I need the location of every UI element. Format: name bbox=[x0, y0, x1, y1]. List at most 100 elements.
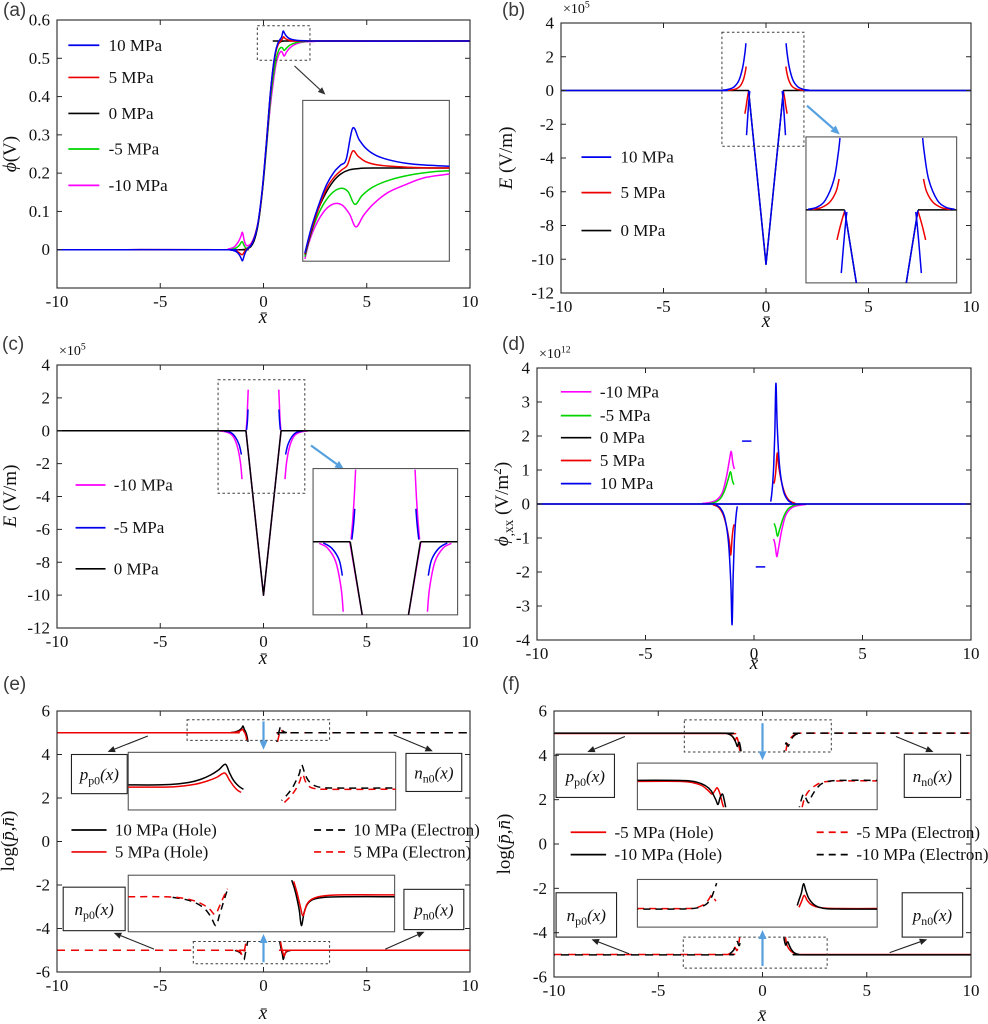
series-group bbox=[554, 732, 971, 956]
series-5-mpa-electron bbox=[128, 888, 229, 916]
x-tick-label: 5 bbox=[858, 644, 867, 663]
y-tick-label: 2 bbox=[539, 790, 548, 809]
x-tick-label: 5 bbox=[363, 632, 372, 651]
legend-label: 5 MPa (Hole) bbox=[115, 842, 208, 861]
x-tick-label: 5 bbox=[864, 297, 873, 316]
series-10-mpa bbox=[785, 43, 971, 92]
annotation-box-label: pn0(x) bbox=[912, 906, 953, 928]
legend-label: -10 MPa bbox=[600, 382, 659, 401]
series-group bbox=[57, 389, 470, 596]
series-10-mpa bbox=[921, 137, 955, 210]
legend: -10 MPa -5 MPa 0 MPa 5 MPa 10 MPa bbox=[560, 382, 659, 493]
y-tick-label: -1 bbox=[516, 529, 530, 548]
annotation-arrowhead bbox=[416, 931, 425, 938]
series--5-mpa bbox=[427, 542, 448, 576]
y-tick-label: 2 bbox=[42, 388, 51, 407]
annotation-arrowhead bbox=[830, 125, 840, 135]
y-tick-label: -10 bbox=[531, 250, 554, 269]
legend-label: 10 MPa bbox=[620, 148, 674, 167]
legend-label: 5 MPa bbox=[600, 451, 645, 470]
y-axis-label: E (V/m) bbox=[496, 127, 517, 191]
legend-label: -5 MPa bbox=[600, 406, 651, 425]
axis-multiplier: ×105 bbox=[59, 342, 86, 359]
y-tick-label: 6 bbox=[42, 702, 51, 721]
annotation-arrow bbox=[385, 934, 418, 950]
y-tick-label: 0.2 bbox=[29, 164, 50, 183]
y-tick-label: 6 bbox=[539, 702, 548, 721]
annotation-arrowhead bbox=[919, 938, 928, 945]
series--5-mpa bbox=[245, 409, 249, 431]
inset-axes bbox=[302, 99, 450, 262]
x-tick-label: -10 bbox=[550, 297, 573, 316]
series-10-mpa-electron bbox=[281, 764, 396, 802]
annotation-arrow bbox=[294, 65, 321, 90]
series--5-mpa-hole-l bbox=[554, 732, 741, 752]
x-tick-label: 10 bbox=[963, 297, 980, 316]
legend-label: 10 MPa (Hole) bbox=[115, 820, 217, 839]
annotation-box bbox=[70, 753, 128, 795]
y-axis-label: log(p̄,n̄) bbox=[494, 814, 515, 875]
annotation-arrow bbox=[806, 104, 834, 130]
series-10-mpa bbox=[807, 137, 841, 210]
series--10-mpa-hole bbox=[796, 883, 878, 910]
legend-label: 5 MPa bbox=[109, 68, 154, 87]
annotation-box bbox=[555, 892, 618, 938]
x-tick-label: 10 bbox=[462, 292, 479, 311]
y-tick-label: 0.5 bbox=[29, 49, 50, 68]
x-tick-label: 5 bbox=[363, 976, 372, 995]
series--5-mpa bbox=[322, 542, 344, 576]
x-tick-label: 0 bbox=[259, 292, 268, 311]
y-tick-label: 0.6 bbox=[29, 11, 50, 30]
axis-ticks bbox=[553, 710, 972, 978]
annotation-arrow bbox=[889, 941, 921, 954]
series-10-mpa-electron-r bbox=[275, 725, 470, 743]
x-tick-label: 10 bbox=[963, 981, 980, 1000]
axis-ticks bbox=[560, 22, 972, 294]
legend-label: -10 MPa (Electron) bbox=[856, 845, 988, 864]
series--10-mpa-hole-r bbox=[783, 936, 971, 956]
x-tick-label: 0 bbox=[762, 297, 771, 316]
series-5-mpa-electron-r bbox=[275, 728, 470, 743]
y-tick-label: 1 bbox=[522, 461, 531, 480]
series--10-mpa-hole bbox=[637, 779, 727, 808]
legend-label: -10 MPa bbox=[109, 176, 168, 195]
annotation-arrowhead bbox=[113, 932, 122, 939]
series-0-mpa bbox=[407, 541, 422, 615]
y-tick-label: -2 bbox=[516, 563, 530, 582]
series-5-mpa-hole-r bbox=[278, 940, 470, 957]
series-group bbox=[57, 725, 470, 961]
series--10-mpa-electron bbox=[798, 779, 878, 808]
series-10-mpa bbox=[561, 43, 747, 92]
series--10-mpa-electron-l bbox=[554, 936, 742, 956]
series-group bbox=[561, 43, 971, 266]
series-5-mpa-hole bbox=[128, 772, 242, 794]
x-axis-label: x̄ bbox=[761, 311, 771, 330]
series-5-mpa bbox=[304, 150, 450, 254]
zoom-region-rect bbox=[721, 31, 805, 147]
y-tick-label: 0 bbox=[539, 835, 548, 854]
zoom-region-rect bbox=[682, 936, 828, 969]
series--10-mpa-electron-r bbox=[783, 732, 971, 752]
annotation-box bbox=[903, 753, 962, 798]
x-axis-label: x̄ bbox=[258, 307, 268, 328]
annotation-box bbox=[901, 892, 964, 938]
annotation-arrow bbox=[598, 941, 630, 955]
y-tick-label: -4 bbox=[516, 631, 531, 650]
legend: 10 MPa 5 MPa 0 MPa -5 MPa -10 MPa bbox=[68, 36, 168, 195]
series-10-mpa bbox=[304, 126, 450, 254]
x-tick-label: -5 bbox=[638, 644, 652, 663]
x-tick-label: -5 bbox=[651, 981, 665, 1000]
series-10-mpa-hole bbox=[128, 763, 244, 790]
axis-ticks bbox=[56, 710, 471, 973]
inset-series-group bbox=[128, 879, 395, 927]
y-tick-label: -2 bbox=[36, 454, 50, 473]
annotation-box-label: pn0(x) bbox=[413, 900, 454, 922]
x-axis-label: x̄ bbox=[258, 1003, 268, 1024]
inset-axes bbox=[636, 878, 878, 928]
y-tick-label: -6 bbox=[540, 182, 554, 201]
y-tick-label: -2 bbox=[540, 115, 554, 134]
inset-axes bbox=[127, 874, 396, 933]
series-5-mpa bbox=[922, 178, 951, 211]
